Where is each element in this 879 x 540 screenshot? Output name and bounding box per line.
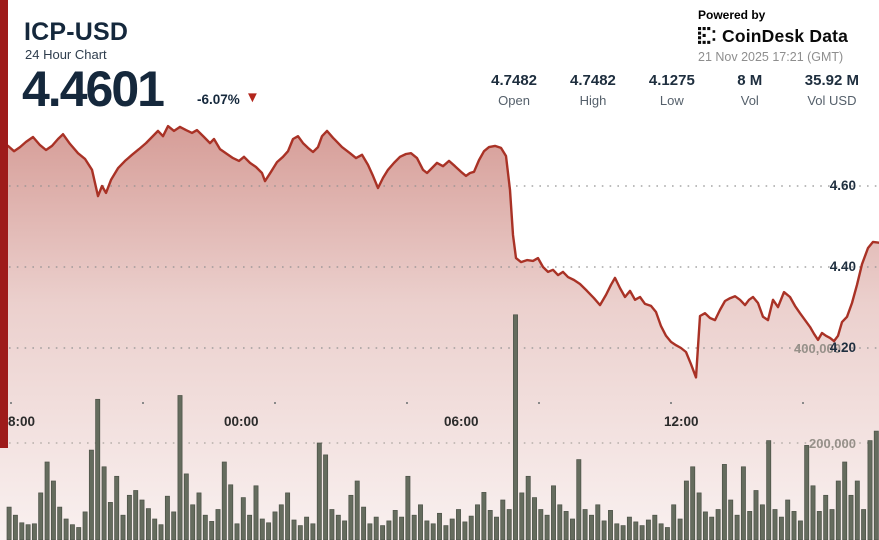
time-tick-1200: 12:00 (664, 414, 699, 429)
time-tick-1800: 8:00 (8, 414, 36, 429)
low-value: 4.1275 (648, 72, 695, 89)
price-tick-460: 4.60 (829, 178, 856, 193)
powered-by-block: Powered by CoinDesk Data 21 Nov 2025 17:… (698, 8, 856, 64)
left-accent-bar (0, 0, 8, 448)
vol-label: Vol (740, 93, 759, 108)
stat-vol-usd: 35.92 M Vol USD (805, 72, 859, 108)
volume-tick-200k: 200,000 (809, 436, 856, 451)
vol-usd-label: Vol USD (807, 93, 857, 108)
open-value: 4.7482 (491, 72, 538, 89)
vol-usd-value: 35.92 M (804, 72, 859, 89)
low-label: Low (659, 93, 684, 108)
stat-vol: 8 M Vol (728, 72, 772, 108)
open-label: Open (498, 93, 530, 108)
vol-value: 8 M (737, 72, 763, 89)
stats-row: 4.7482 Open 4.7482 High 4.1275 Low 8 M V… (491, 72, 859, 108)
data-timestamp: 21 Nov 2025 17:21 (GMT) (698, 50, 844, 64)
coindesk-logo-icon (698, 27, 716, 44)
symbol-title: ICP-USD (24, 18, 129, 46)
time-tick-0000: 00:00 (224, 414, 259, 429)
price-tick-440: 4.40 (829, 259, 856, 274)
high-value: 4.7482 (570, 72, 616, 89)
price-tick-420: 4.20 (829, 340, 856, 355)
stat-low: 4.1275 Low (649, 72, 695, 108)
down-arrow-icon: ▼ (245, 89, 260, 106)
change-percent: -6.07% (197, 92, 240, 107)
stat-open: 4.7482 Open (491, 72, 537, 108)
chart-subtitle: 24 Hour Chart (25, 47, 107, 62)
powered-by-label: Powered by (698, 8, 766, 22)
stat-high: 4.7482 High (570, 72, 616, 108)
coindesk-brand-text: CoinDesk Data (722, 26, 849, 46)
high-label: High (579, 93, 607, 108)
time-tick-0600: 06:00 (444, 414, 479, 429)
current-price: 4.4601 (22, 61, 165, 117)
volume-tick-400k: 400,000 (794, 341, 841, 356)
